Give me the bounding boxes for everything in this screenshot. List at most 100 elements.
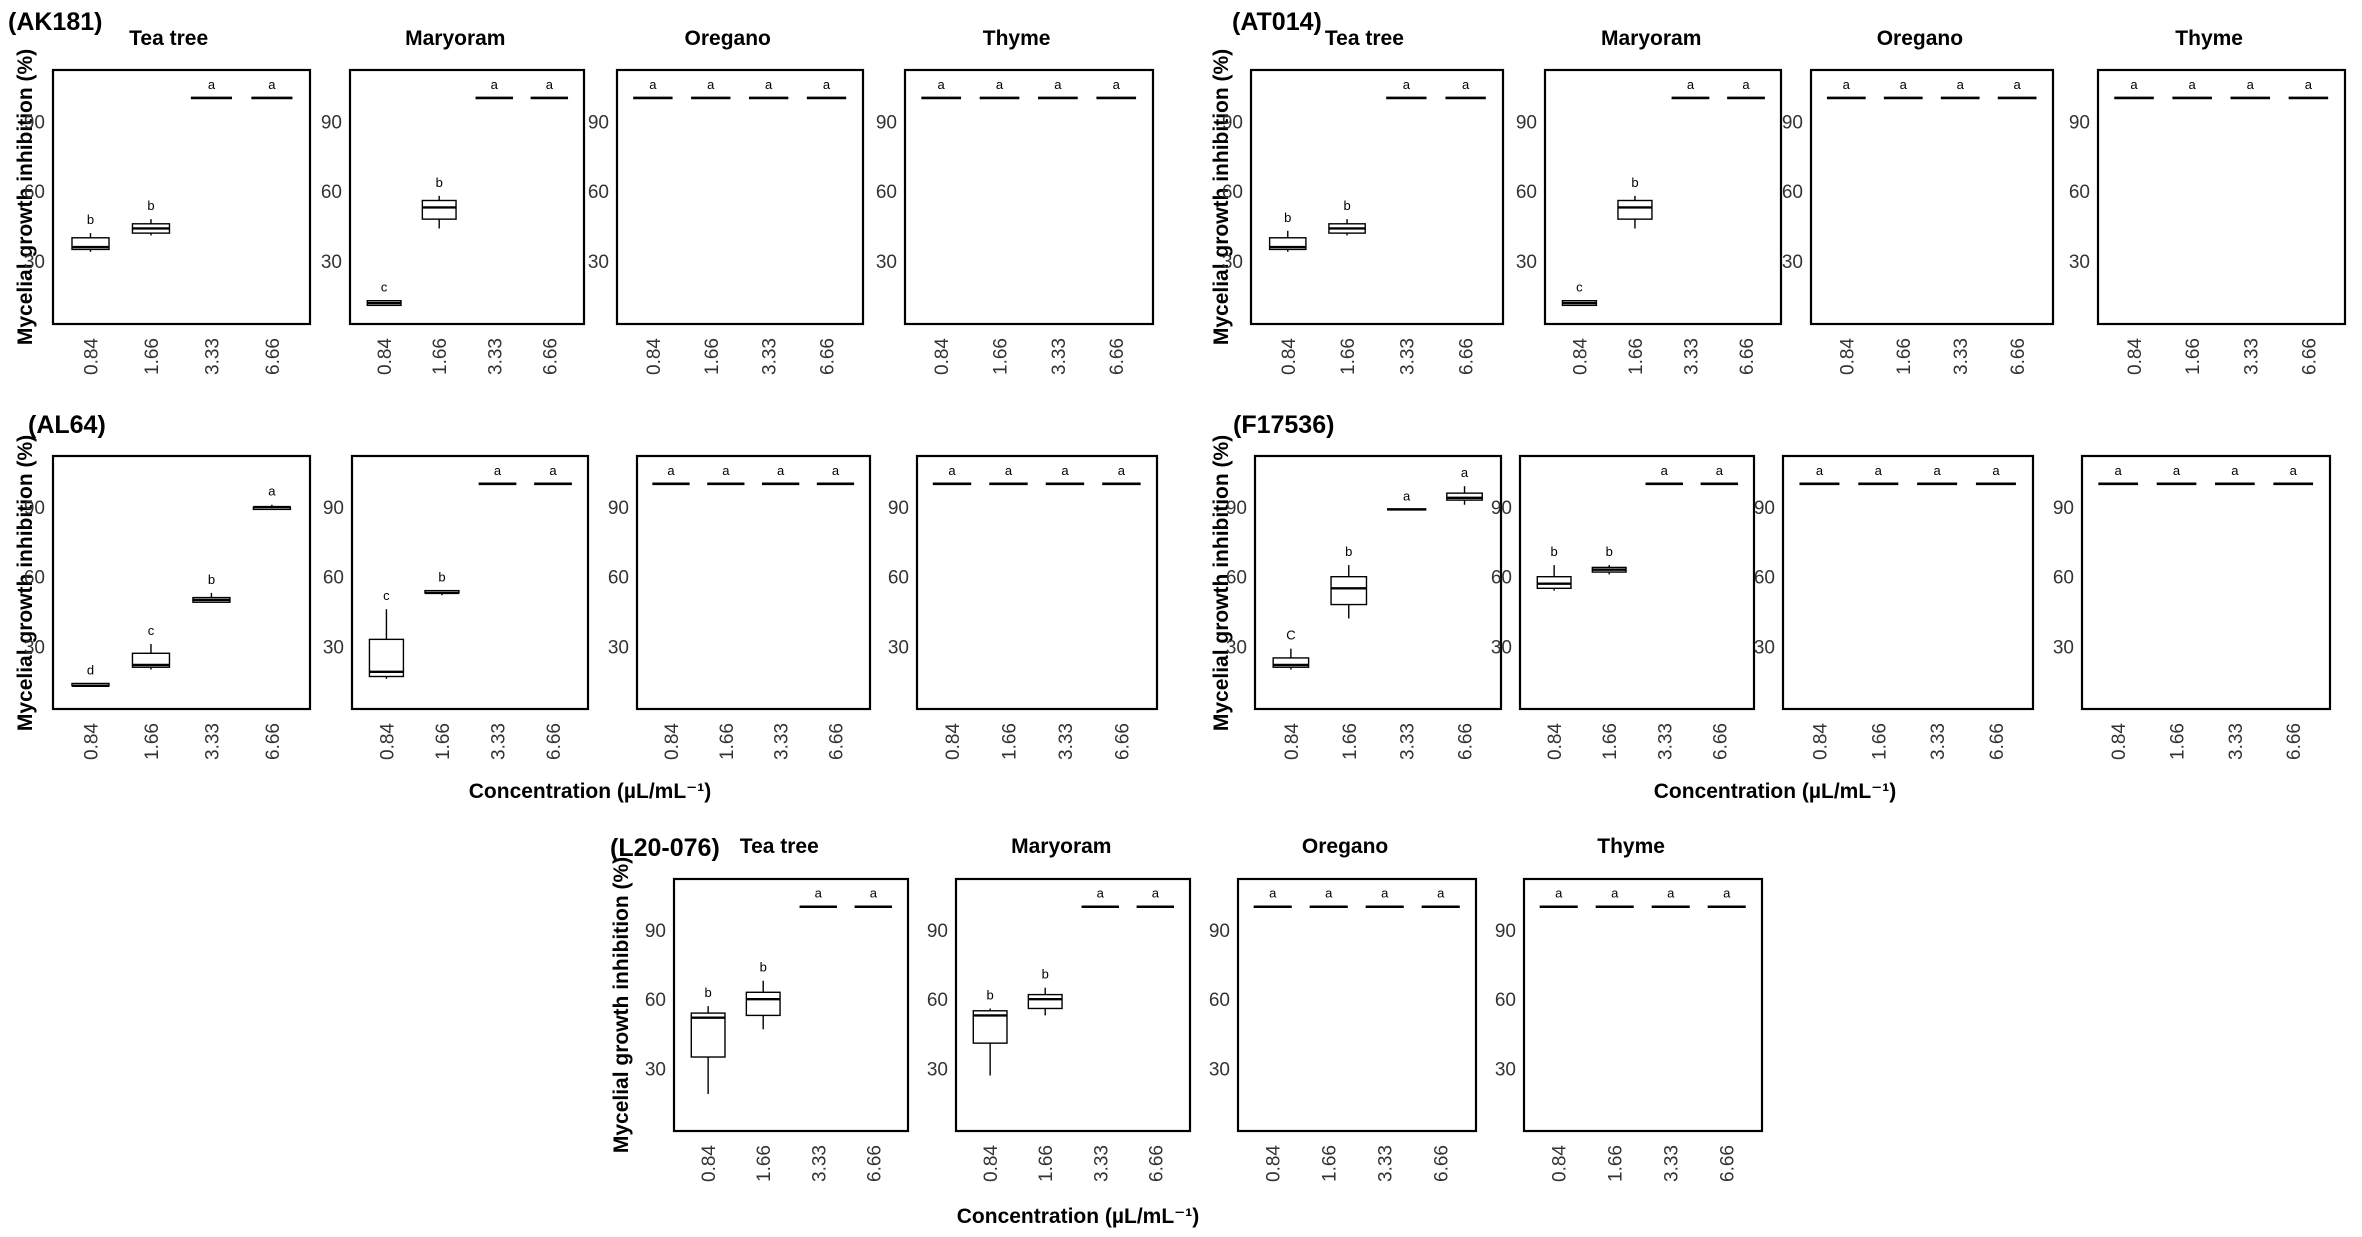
y-axis-label: Mycelial growth inhibition (%) [1210,435,1233,731]
box-0.84: a [1253,886,1292,909]
y-tick-label: 60 [1754,568,1775,589]
panel-frame [615,68,865,326]
significance-letter: a [1661,463,1669,478]
significance-letter: a [832,463,840,478]
box-0.84: a [1799,463,1840,486]
panel-frame [1809,68,2055,326]
y-tick-label: 30 [888,637,909,658]
significance-letter: a [268,77,276,92]
x-tick-label: 6.66 [540,338,561,375]
box-3.33: a [1081,886,1119,909]
significance-letter: a [1269,886,1277,901]
x-tick-label: 0.84 [1264,1145,1285,1182]
iqr-box [71,237,110,251]
box-1.66: b [1027,967,1063,1016]
box-0.84: c [366,280,402,307]
panel-oil-1: 30 60 90 0.84 1.66 3.33 6.66 d c b a [24,454,312,760]
x-tick-label: 1.66 [1338,338,1359,375]
panel-title: Maryoram [1601,27,1701,50]
y-tick-label: 60 [323,568,344,589]
iqr-box [1330,575,1368,606]
significance-letter: a [1113,77,1121,92]
x-tick-label: 0.84 [1810,723,1831,760]
box-6.66: a [530,77,569,100]
panel-title: Maryoram [1011,835,1111,858]
box-3.33: a [478,463,517,486]
y-tick-label: 30 [1754,637,1775,658]
panel-title: Oregano [1302,835,1388,858]
y-tick-label: 30 [876,252,897,273]
significance-letter: a [1716,463,1724,478]
panel-oil-4: 30 60 90 0.84 1.66 3.33 6.66 a a a a [2053,454,2332,760]
x-tick-label: 0.84 [2125,338,2146,375]
panel-thyme: Thyme 30 60 90 0.84 1.66 3.33 6.66 a a a a [876,27,1155,375]
y-tick-label: 60 [876,182,897,203]
panel-frame [915,454,1159,711]
box-1.66: a [979,77,1020,100]
x-tick-label: 0.84 [1545,723,1566,760]
x-tick-label: 0.84 [81,338,102,375]
significance-letter: b [208,572,215,587]
x-tick-label: 6.66 [1432,1145,1453,1182]
significance-letter: a [2130,77,2138,92]
y-tick-label: 60 [24,182,45,203]
significance-letter: a [1403,77,1411,92]
y-tick-label: 90 [1754,498,1775,519]
panel-oregano: Oregano 30 60 90 0.84 1.66 3.33 6.66 a a a a [1782,27,2055,375]
significance-letter: b [760,960,767,975]
significance-letter: a [1152,886,1160,901]
y-tick-label: 60 [2053,568,2074,589]
y-tick-label: 90 [888,498,909,519]
panel-title: Thyme [1597,835,1665,858]
significance-letter: a [1957,77,1965,92]
panel-maryoram: Maryoram 30 60 90 0.84 1.66 3.33 6.66 c b a a [1516,27,1783,375]
iqr-box [368,638,405,678]
panel-frame [350,454,590,711]
significance-letter: a [722,463,730,478]
box-6.66: a [1096,77,1137,100]
significance-letter: a [938,77,946,92]
x-tick-label: 6.66 [1987,723,2008,760]
strain-label: (AK181) [8,8,102,36]
panel-title: Maryoram [405,27,505,50]
x-tick-label: 1.66 [1869,723,1890,760]
significance-letter: b [1345,544,1352,559]
panel-frame [903,68,1155,326]
x-tick-label: 0.84 [2109,723,2130,760]
x-tick-label: 1.66 [717,723,738,760]
panel-title: Tea tree [740,835,819,858]
significance-letter: a [1900,77,1908,92]
significance-letter: a [1667,886,1675,901]
box-0.84: C [1272,628,1310,670]
panel-frame [1236,877,1478,1133]
y-tick-label: 30 [1516,252,1537,273]
significance-letter: a [2115,463,2123,478]
significance-letter: a [1723,886,1731,901]
panel-frame [348,68,586,326]
significance-letter: a [1687,77,1695,92]
x-tick-label: 6.66 [1456,723,1477,760]
box-3.33: a [1038,77,1078,100]
x-tick-label: 6.66 [2299,338,2320,375]
x-tick-label: 0.84 [375,338,396,375]
panel-frame [1522,877,1764,1133]
x-tick-label: 1.66 [702,338,723,375]
box-6.66: a [1446,465,1483,505]
y-tick-label: 90 [645,921,666,942]
significance-letter: a [777,463,785,478]
x-tick-label: 6.66 [1457,338,1478,375]
box-1.66: a [2172,77,2212,100]
significance-letter: a [2247,77,2255,92]
box-3.33: a [1917,463,1958,486]
strain-label: (F17536) [1233,411,1334,439]
box-3.33: a [1365,886,1404,909]
box-0.84: b [1268,210,1307,252]
panel-frame [672,877,910,1133]
panel-maryoram: Maryoram 30 60 90 0.84 1.66 3.33 6.66 c b a a [321,27,586,375]
box-3.33: a [2230,77,2271,100]
panel-frame [1518,454,1756,711]
panel-thyme: Thyme 30 60 90 0.84 1.66 3.33 6.66 a a a a [1495,835,1764,1182]
panel-frame [2096,68,2347,326]
significance-letter: a [2014,77,2022,92]
